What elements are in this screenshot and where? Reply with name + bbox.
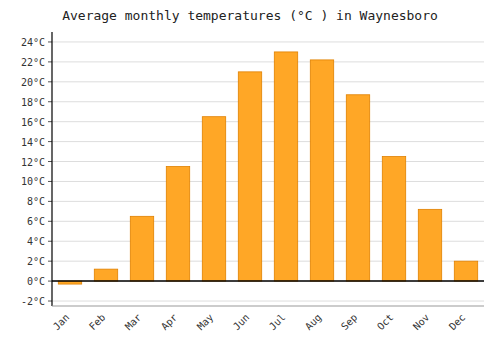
chart: Average monthly temperatures (°C ) in Wa… <box>0 0 500 350</box>
y-tick-label: -2°C <box>21 296 45 307</box>
x-tick-label: Sep <box>339 312 360 333</box>
x-tick-label: May <box>195 312 216 333</box>
grid-line <box>52 301 484 302</box>
x-tick-label: Oct <box>375 312 396 333</box>
y-tick-label: 8°C <box>27 196 45 207</box>
grid-line <box>52 41 484 42</box>
x-axis-line <box>52 306 484 307</box>
bar <box>238 72 261 281</box>
grid <box>52 42 484 301</box>
bar <box>382 157 405 282</box>
x-tick-label: Dec <box>447 312 468 333</box>
grid-line <box>52 121 484 122</box>
bar <box>346 95 369 281</box>
bar <box>418 209 441 281</box>
zero-line <box>52 280 484 282</box>
x-tick-label: Jan <box>51 312 72 333</box>
y-tick-label: 12°C <box>21 157 45 168</box>
y-tick-label: 0°C <box>27 276 45 287</box>
grid-line <box>52 201 484 202</box>
x-tick-label: Jun <box>231 312 252 333</box>
bar <box>274 52 297 281</box>
bar <box>202 117 225 281</box>
bar <box>310 60 333 281</box>
y-tick-label: 24°C <box>21 37 45 48</box>
y-tick-label: 14°C <box>21 137 45 148</box>
bar <box>454 261 477 281</box>
x-tick-label: Apr <box>159 312 180 333</box>
grid-line <box>52 161 484 162</box>
y-tick-label: 20°C <box>21 77 45 88</box>
grid-line <box>52 281 484 282</box>
grid-line <box>52 181 484 182</box>
x-tick-label: Feb <box>87 312 108 333</box>
x-tick-label: Mar <box>123 312 144 333</box>
bar <box>130 216 153 281</box>
y-axis: -2°C 0°C 2°C 4°C 6°C 8°C 10°C 12°C 14°C 16°C 18°C 2… <box>21 37 52 307</box>
bar <box>166 167 189 282</box>
x-tick-label: Nov <box>411 312 432 333</box>
bar <box>94 269 117 281</box>
grid-line <box>52 81 484 82</box>
y-axis-line <box>51 32 52 306</box>
grid-line <box>52 101 484 102</box>
grid-line <box>52 141 484 142</box>
title: Average monthly temperatures (°C ) in Wa… <box>62 8 438 23</box>
y-tick-label: 18°C <box>21 97 45 108</box>
y-tick-label: 6°C <box>27 216 45 227</box>
y-tick-label: 22°C <box>21 57 45 68</box>
x-tick-label: Aug <box>303 312 324 333</box>
y-tick-label: 10°C <box>21 176 45 187</box>
y-tick-label: 16°C <box>21 117 45 128</box>
x-tick-label: Jul <box>267 312 288 333</box>
y-tick-label: 4°C <box>27 236 45 247</box>
y-tick-label: 2°C <box>27 256 45 267</box>
bars <box>58 52 477 284</box>
grid-line <box>52 61 484 62</box>
x-axis: Jan Feb Mar Apr May Jun Jul Aug Sep Oct Nov Dec <box>51 312 468 333</box>
